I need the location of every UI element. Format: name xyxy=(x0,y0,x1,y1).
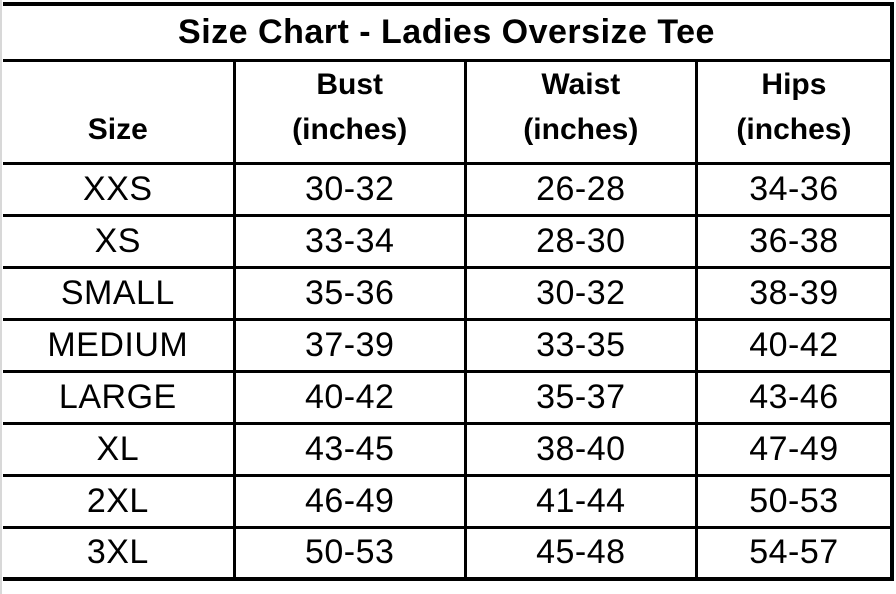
waist-cell: 41-44 xyxy=(463,473,698,529)
hips-cell: 54-57 xyxy=(694,525,894,581)
waist-cell: 33-35 xyxy=(463,317,698,373)
bust-cell: 35-36 xyxy=(232,265,467,321)
size-cell: MEDIUM xyxy=(3,317,236,373)
hips-cell: 40-42 xyxy=(694,317,894,373)
bust-cell: 33-34 xyxy=(232,213,467,269)
waist-cell: 28-30 xyxy=(463,213,698,269)
waist-cell: 38-40 xyxy=(463,421,698,477)
column-header-unit: (inches) xyxy=(736,112,852,146)
table-row: 3XL 50-53 45-48 54-57 xyxy=(3,525,894,581)
hips-cell: 50-53 xyxy=(694,473,894,529)
column-header-unit: (inches) xyxy=(292,112,408,146)
waist-cell: 30-32 xyxy=(463,265,698,321)
column-header-label: Hips xyxy=(761,67,827,101)
hips-cell: 36-38 xyxy=(694,213,894,269)
bust-cell: 37-39 xyxy=(232,317,467,373)
column-header-label: Size xyxy=(87,112,148,146)
table-row: LARGE 40-42 35-37 43-46 xyxy=(3,369,894,425)
column-header-bust: Bust (inches) xyxy=(232,58,467,165)
title-row: Size Chart - Ladies Oversize Tee xyxy=(3,2,894,62)
hips-cell: 38-39 xyxy=(694,265,894,321)
size-cell: SMALL xyxy=(3,265,236,321)
hips-cell: 34-36 xyxy=(694,161,894,217)
column-header-size: Size xyxy=(3,58,236,165)
chart-title: Size Chart - Ladies Oversize Tee xyxy=(3,2,894,62)
waist-cell: 26-28 xyxy=(463,161,698,217)
size-cell: XXS xyxy=(3,161,236,217)
header-row: Size Bust (inches) Waist (inches) Hips (… xyxy=(3,58,894,165)
waist-cell: 35-37 xyxy=(463,369,698,425)
table-row: MEDIUM 37-39 33-35 40-42 xyxy=(3,317,894,373)
size-chart-table: Size Chart - Ladies Oversize Tee Size Bu… xyxy=(3,2,894,581)
size-cell: XS xyxy=(3,213,236,269)
table-row: XL 43-45 38-40 47-49 xyxy=(3,421,894,477)
size-cell: 2XL xyxy=(3,473,236,529)
page-left-edge xyxy=(0,0,2,594)
bust-cell: 30-32 xyxy=(232,161,467,217)
column-header-label: Bust xyxy=(316,67,384,101)
bust-cell: 46-49 xyxy=(232,473,467,529)
size-cell: 3XL xyxy=(3,525,236,581)
table-row: XXS 30-32 26-28 34-36 xyxy=(3,161,894,217)
column-header-waist: Waist (inches) xyxy=(463,58,698,165)
waist-cell: 45-48 xyxy=(463,525,698,581)
size-cell: XL xyxy=(3,421,236,477)
bust-cell: 50-53 xyxy=(232,525,467,581)
hips-cell: 47-49 xyxy=(694,421,894,477)
column-header-hips: Hips (inches) xyxy=(694,58,894,165)
hips-cell: 43-46 xyxy=(694,369,894,425)
table-row: 2XL 46-49 41-44 50-53 xyxy=(3,473,894,529)
bust-cell: 40-42 xyxy=(232,369,467,425)
column-header-label: Waist xyxy=(541,67,621,101)
column-header-unit: (inches) xyxy=(523,112,639,146)
size-cell: LARGE xyxy=(3,369,236,425)
table-row: SMALL 35-36 30-32 38-39 xyxy=(3,265,894,321)
table-row: XS 33-34 28-30 36-38 xyxy=(3,213,894,269)
bust-cell: 43-45 xyxy=(232,421,467,477)
